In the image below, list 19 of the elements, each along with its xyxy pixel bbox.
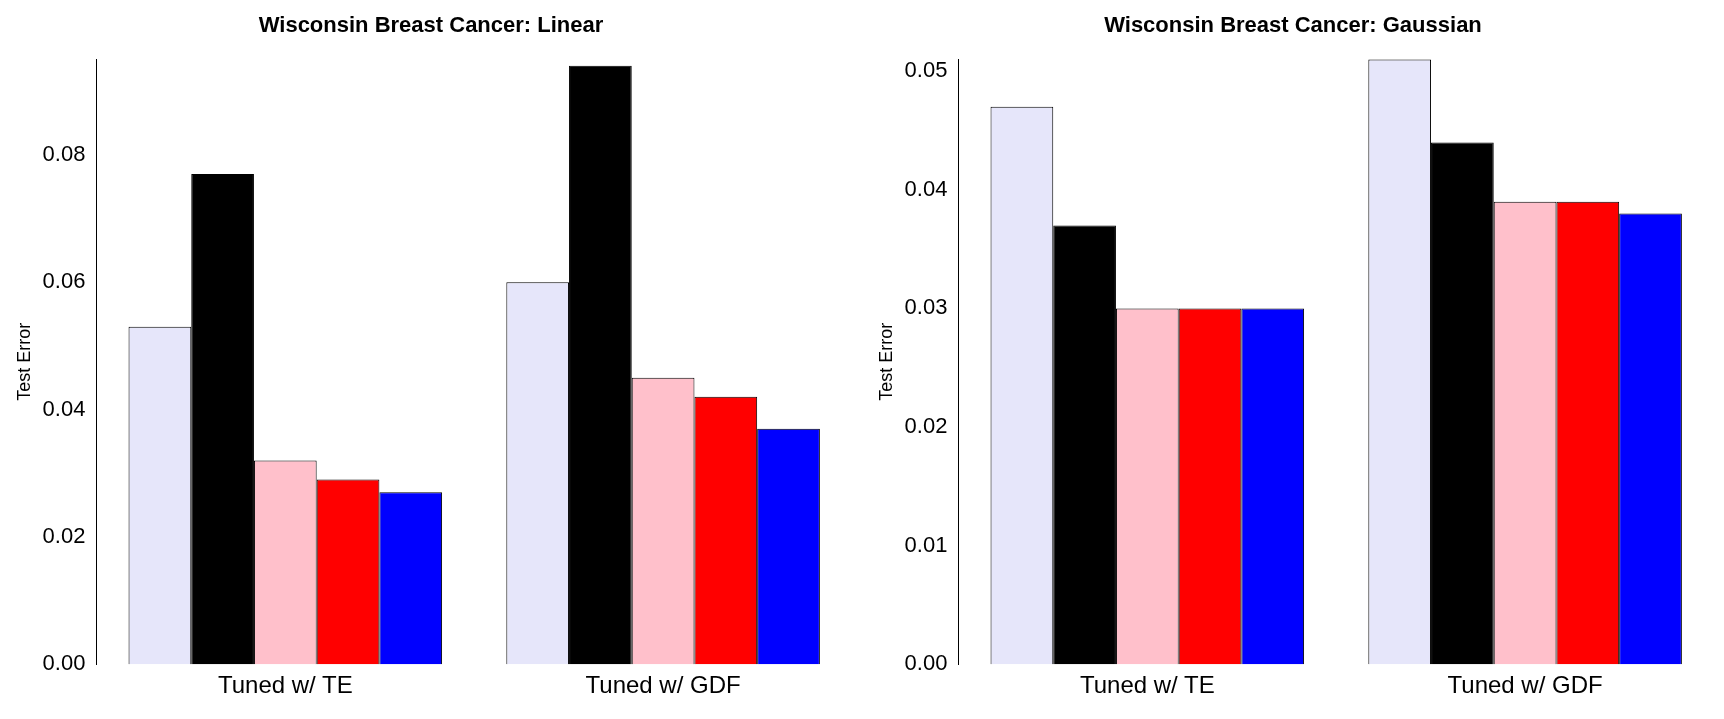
y-tick-label: 0.00 [904,650,948,676]
y-tick-label: 0.03 [904,294,948,320]
y-tick-label: 0.02 [904,413,948,439]
x-tick-label: Tuned w/ TE [217,671,353,699]
x-tick-label: Tuned w/ TE [1079,671,1215,699]
y-tick-label: 0.06 [42,268,86,294]
y-tick-label: 0.08 [42,140,86,166]
y-tick-label: 0.04 [42,395,86,421]
y-axis-title: Test Error [875,322,896,401]
y-tick-label: 0.04 [904,175,948,201]
chart-title: Wisconsin Breast Cancer: Linear [258,12,604,38]
chart-title: Wisconsin Breast Cancer: Gaussian [1104,12,1482,38]
y-tick-label: 0.01 [904,531,948,557]
y-tick-label: 0.02 [42,522,86,548]
y-tick-label: 0.00 [42,650,86,676]
x-tick-label: Tuned w/ GDF [585,671,741,699]
y-axis-title: Test Error [13,322,34,401]
y-tick-label: 0.05 [904,57,948,83]
x-tick-label: Tuned w/ GDF [1447,671,1603,699]
